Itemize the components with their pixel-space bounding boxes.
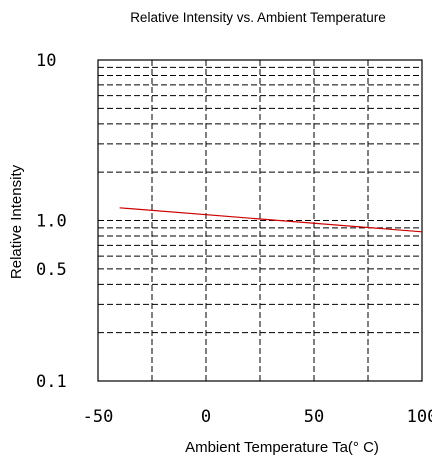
series-lines <box>119 207 423 233</box>
plot-frame <box>97 59 423 382</box>
x-axis-label: Ambient Temperature Ta(° C) <box>185 439 379 456</box>
series-line <box>119 207 423 233</box>
y-tick-label: 10 <box>36 51 56 71</box>
y-tick-label: 1.0 <box>36 212 67 232</box>
x-tick-label: 50 <box>304 407 324 427</box>
x-tick-label: 100 <box>407 407 432 427</box>
x-tick-label: -50 <box>83 407 114 427</box>
y-axis-label: Relative Intensity <box>8 164 25 279</box>
chart-title: Relative Intensity vs. Ambient Temperatu… <box>130 10 386 25</box>
tick-labels: -50 0 50 100 10 1.0 0.5 0.1 <box>36 51 432 427</box>
y-tick-label: 0.5 <box>36 260 67 280</box>
grid <box>98 60 422 381</box>
x-tick-label: 0 <box>201 407 211 427</box>
y-tick-label: 0.1 <box>36 372 67 392</box>
